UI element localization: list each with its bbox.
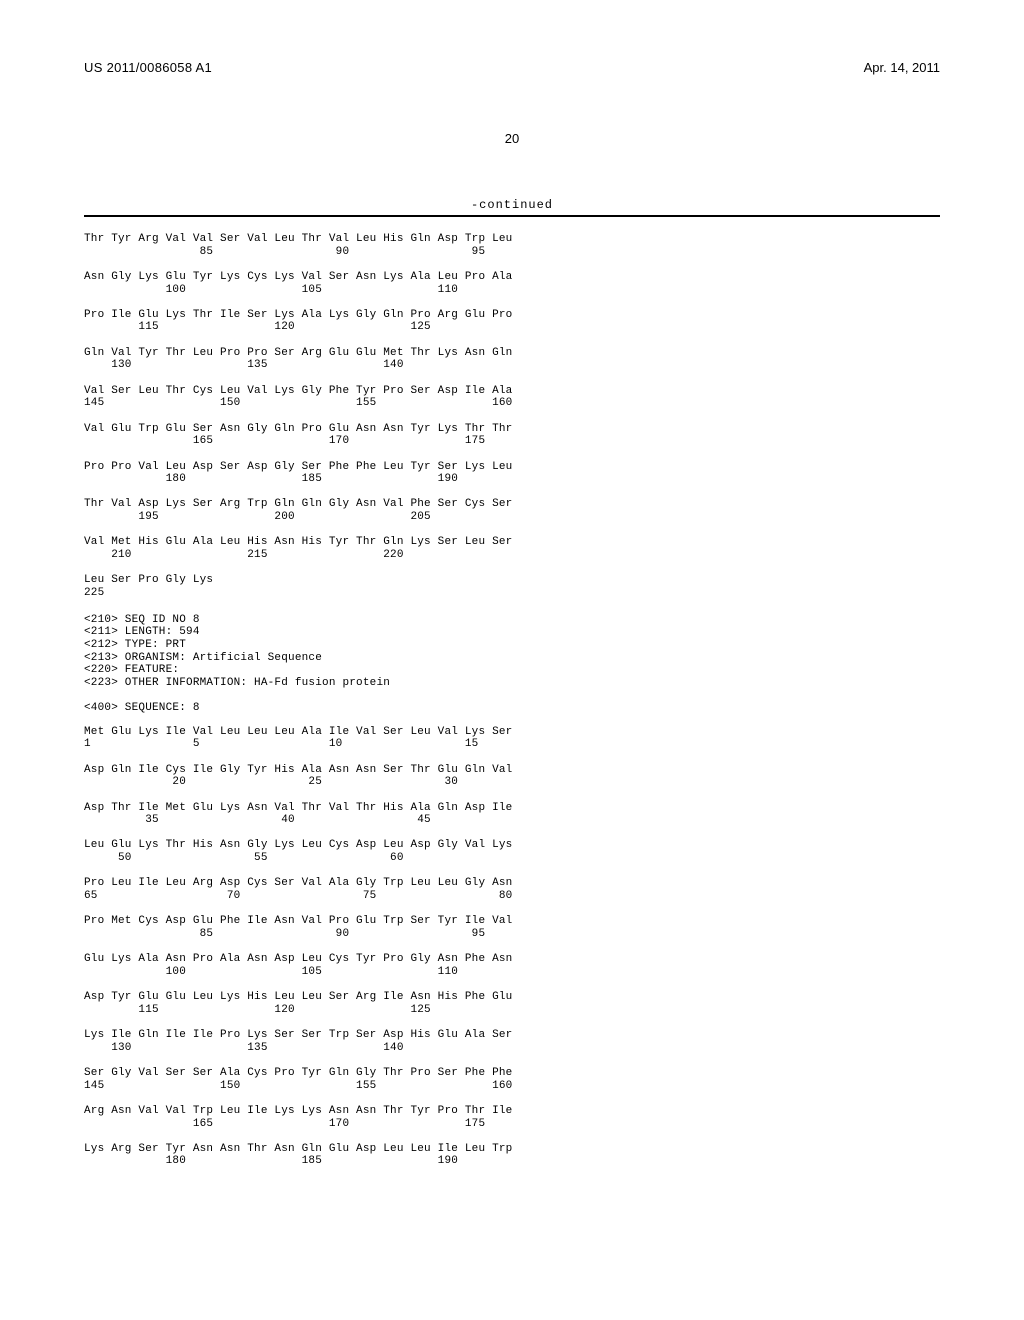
page: US 2011/0086058 A1 Apr. 14, 2011 20 -con… <box>0 0 1024 1320</box>
continued-label: -continued <box>84 198 940 212</box>
page-number: 20 <box>84 131 940 146</box>
publication-number: US 2011/0086058 A1 <box>84 60 212 75</box>
publication-date: Apr. 14, 2011 <box>864 60 940 75</box>
sequence-metadata: <210> SEQ ID NO 8 <211> LENGTH: 594 <212… <box>84 614 940 715</box>
sequence-block-continued: Thr Tyr Arg Val Val Ser Val Leu Thr Val … <box>84 233 940 600</box>
sequence-block-8: Met Glu Lys Ile Val Leu Leu Leu Ala Ile … <box>84 726 940 1168</box>
section-rule <box>84 215 940 217</box>
header: US 2011/0086058 A1 Apr. 14, 2011 <box>84 60 940 75</box>
